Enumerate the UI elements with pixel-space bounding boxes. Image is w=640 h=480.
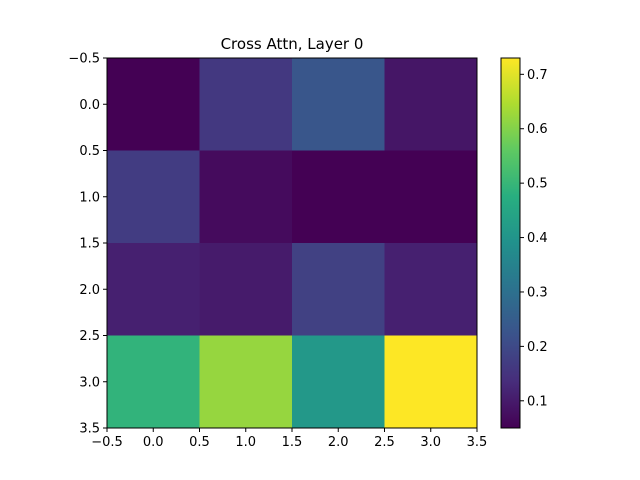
colorbar-tick-label: 0.2 [527, 340, 548, 355]
y-tick-label: 3.5 [79, 422, 100, 437]
heatmap-cell [292, 58, 385, 151]
x-tick-label: 1.0 [235, 435, 256, 450]
heatmap-cell [107, 58, 200, 151]
heatmap-cell [292, 335, 385, 429]
y-tick-label: −0.5 [68, 52, 100, 67]
x-tick-label: 3.5 [467, 435, 488, 450]
x-tick-label: 2.5 [374, 435, 395, 450]
colorbar-tick-label: 0.5 [527, 177, 548, 192]
x-tick-label: −0.5 [91, 435, 123, 450]
colorbar-tick-label: 0.6 [527, 122, 548, 137]
x-tick-label: 3.0 [420, 435, 441, 450]
x-tick-label: 0.5 [189, 435, 210, 450]
x-tick-label: 1.5 [282, 435, 303, 450]
heatmap-cell [199, 150, 293, 244]
y-tick-label: 0.5 [79, 144, 100, 159]
y-tick-label: 1.5 [79, 237, 100, 252]
x-tick-label: 2.0 [328, 435, 349, 450]
heatmap-cell [384, 58, 478, 151]
y-tick-label: 3.0 [79, 375, 100, 390]
x-tick-label: 0.0 [143, 435, 164, 450]
heatmap-cell [107, 243, 200, 336]
heatmap-cell [292, 243, 385, 336]
heatmap-cell [384, 243, 478, 336]
x-axis: −0.5 0.0 0.5 1.0 1.5 2.0 2.5 3.0 3.5 [91, 428, 487, 450]
chart-title: Cross Attn, Layer 0 [221, 35, 364, 53]
y-tick-label: 2.0 [79, 283, 100, 298]
heatmap-cell [292, 150, 385, 244]
heatmap-cell [107, 335, 200, 429]
colorbar-tick-label: 0.4 [527, 231, 548, 246]
y-tick-label: 0.0 [79, 98, 100, 113]
y-tick-label: 1.0 [79, 190, 100, 205]
heatmap-cell [107, 150, 200, 244]
y-tick-label: 2.5 [79, 329, 100, 344]
colorbar-tick-label: 0.3 [527, 285, 548, 300]
heatmap-cell [384, 150, 478, 244]
colorbar-tick-label: 0.7 [527, 68, 548, 83]
heatmap-cell [199, 58, 293, 151]
heatmap-cell [199, 243, 293, 336]
heatmap-cells [107, 58, 478, 429]
y-axis: −0.5 0.0 0.5 1.0 1.5 2.0 2.5 3.0 3.5 [68, 52, 107, 437]
heatmap-cell [384, 335, 478, 429]
colorbar-tick-label: 0.1 [527, 394, 548, 409]
heatmap-cell [199, 335, 293, 429]
colorbar-axis: 0.1 0.2 0.3 0.4 0.5 0.6 0.7 [520, 68, 548, 409]
colorbar [500, 57, 521, 429]
